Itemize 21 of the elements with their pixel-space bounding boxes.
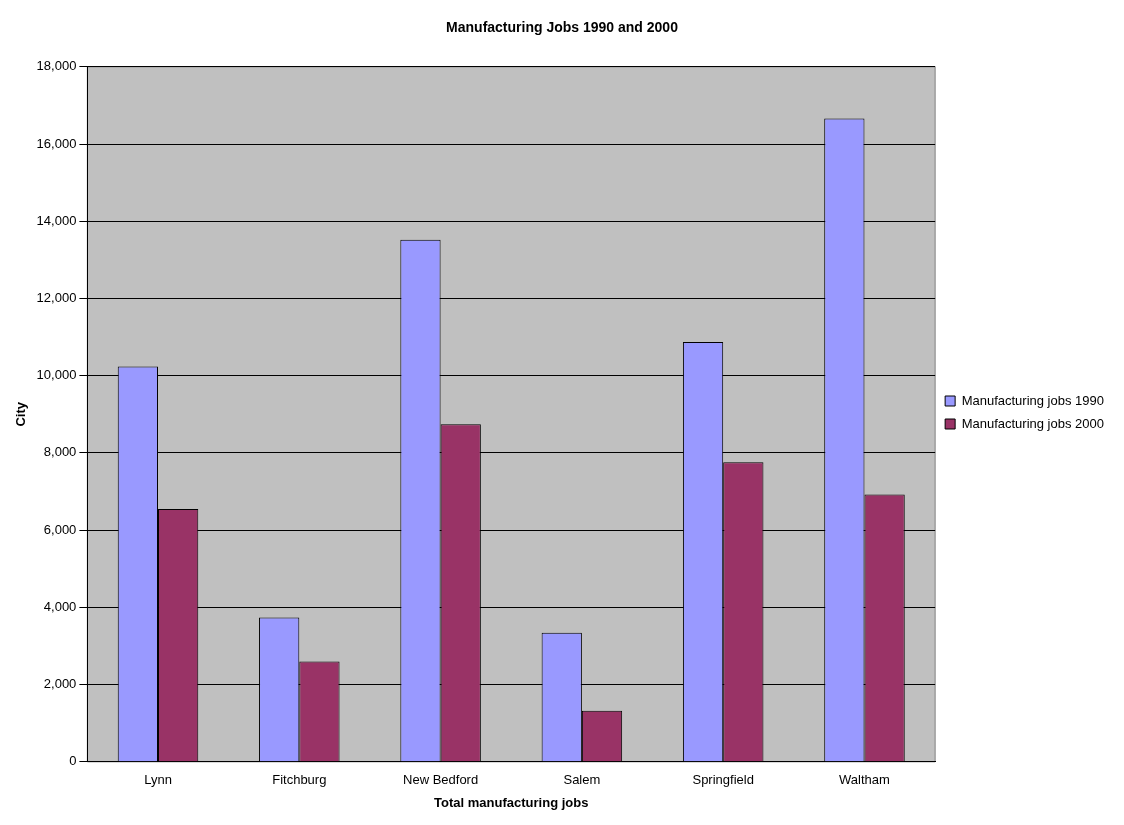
y-tick-label: 14,000 bbox=[36, 212, 77, 228]
x-tick-label: Fitchburg bbox=[272, 772, 327, 788]
y-tick-label: 12,000 bbox=[36, 290, 77, 306]
y-tick-label: 10,000 bbox=[36, 367, 77, 383]
x-axis-title: Total manufacturing jobs bbox=[434, 794, 589, 810]
y-axis-title: City bbox=[13, 401, 29, 427]
y-tick-label: 4,000 bbox=[43, 598, 77, 614]
chart-title: Manufacturing Jobs 1990 and 2000 bbox=[446, 19, 679, 36]
x-tick-label: Springfield bbox=[692, 772, 754, 788]
y-tick-label: 16,000 bbox=[36, 135, 77, 151]
y-tick-label: 8,000 bbox=[43, 444, 77, 460]
x-tick-label: New Bedford bbox=[403, 772, 479, 788]
y-tick-label: 0 bbox=[69, 753, 77, 769]
x-tick-label: Waltham bbox=[839, 772, 890, 788]
legend-label: Manufacturing jobs 2000 bbox=[961, 415, 1104, 431]
y-tick-label: 2,000 bbox=[43, 676, 77, 692]
x-tick-label: Salem bbox=[563, 772, 601, 788]
y-tick-label: 18,000 bbox=[36, 58, 77, 74]
legend-label: Manufacturing jobs 1990 bbox=[961, 392, 1104, 408]
x-tick-label: Lynn bbox=[144, 772, 172, 788]
y-tick-label: 6,000 bbox=[43, 521, 77, 537]
